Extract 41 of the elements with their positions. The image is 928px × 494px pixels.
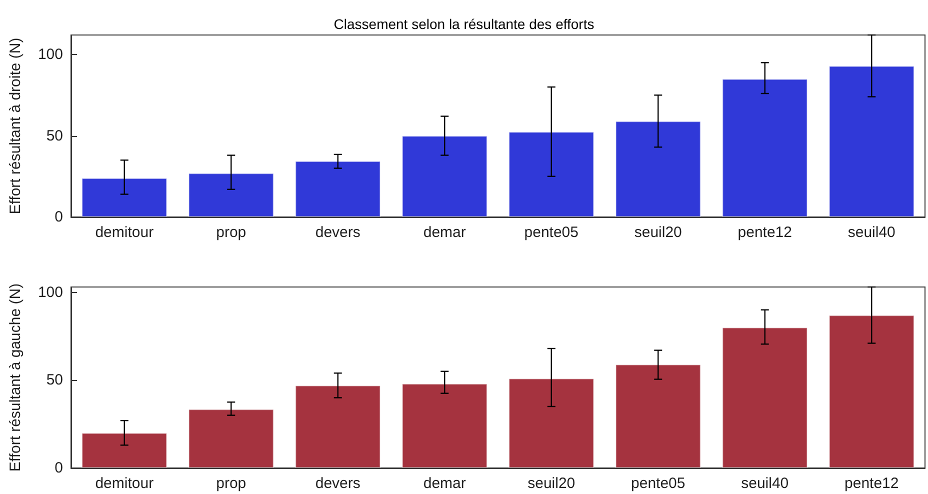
y-tick-label: 50: [46, 372, 63, 389]
y-tick-label: 0: [54, 460, 63, 476]
x-tick-label: seuil40: [848, 224, 896, 241]
bar: [722, 327, 808, 468]
bar: [295, 385, 381, 468]
x-tick-label: seuil20: [634, 224, 682, 241]
x-tick-label: seuil40: [741, 475, 789, 492]
y-tick-label: 100: [38, 284, 63, 301]
chart-title: Classement selon la résultante des efforts: [334, 16, 594, 32]
x-tick-label: demitour: [95, 475, 154, 492]
bar: [82, 432, 168, 468]
bar: [295, 160, 381, 217]
bar: [402, 384, 488, 468]
y-axis-title: Effort résultant à droite (N): [7, 38, 24, 214]
y-tick-label: 0: [54, 208, 63, 226]
bar: [615, 121, 701, 217]
x-tick-label: demitour: [95, 224, 154, 241]
x-tick-label: demar: [423, 224, 466, 241]
bar: [828, 315, 914, 468]
x-tick-label: devers: [315, 224, 360, 241]
bar: [402, 136, 488, 217]
x-tick-label: demar: [423, 475, 466, 492]
x-tick-label: pente12: [844, 475, 899, 492]
y-axis-title: Effort résultant à gauche (N): [7, 283, 24, 472]
x-tick-label: devers: [315, 475, 360, 492]
x-tick-label: pente12: [738, 224, 792, 241]
bar: [188, 173, 274, 217]
bar: [188, 409, 274, 468]
bar: [722, 78, 808, 217]
x-tick-label: pente05: [524, 224, 578, 241]
y-tick-label: 100: [38, 46, 63, 63]
y-tick-label: 50: [46, 127, 63, 144]
bar: [508, 132, 594, 217]
x-tick-label: pente05: [631, 475, 686, 492]
x-tick-label: prop: [216, 224, 246, 241]
x-tick-label: prop: [216, 475, 246, 492]
bar: [828, 66, 914, 217]
bar: [508, 378, 594, 468]
x-tick-label: seuil20: [528, 475, 576, 492]
bar: [82, 178, 168, 217]
bar: [615, 364, 701, 468]
